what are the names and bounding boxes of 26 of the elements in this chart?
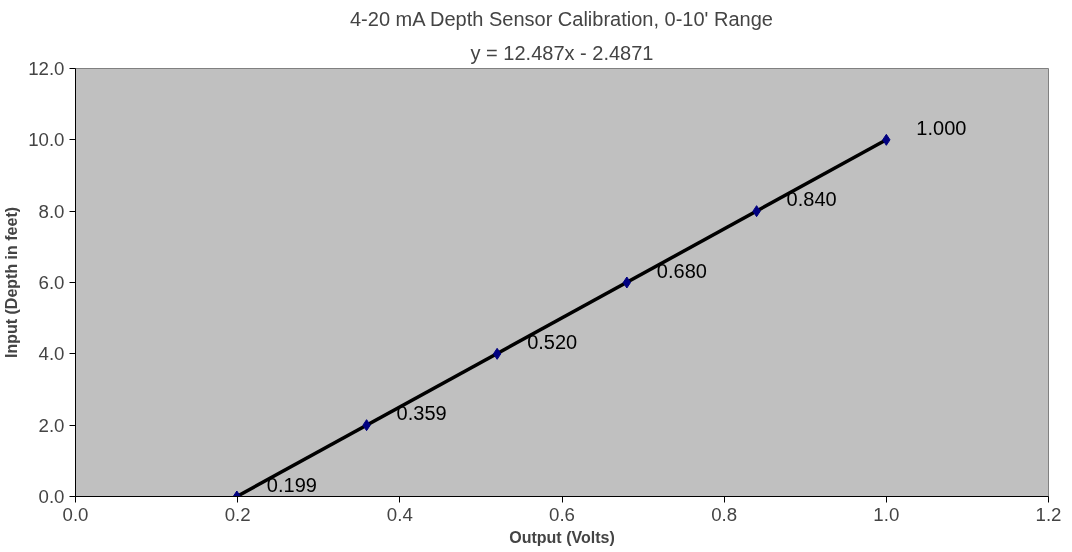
chart-title: 4-20 mA Depth Sensor Calibration, 0-10' Range [349, 7, 773, 30]
y-tick-label: 0.0 [38, 486, 65, 507]
x-tick-label: 0.4 [386, 503, 413, 525]
y-tick-label: 4.0 [38, 343, 65, 365]
x-axis-title: Output (Volts) [509, 528, 615, 546]
annotation: 0.199 [266, 473, 317, 496]
y-axis-title: Input (Depth in feet) [3, 206, 21, 359]
annotation: 1.000 [916, 116, 967, 139]
point [622, 276, 632, 289]
x-tick-label: 0.0 [62, 503, 89, 525]
y-tick-label: 6.0 [38, 272, 65, 293]
point [492, 347, 502, 360]
x-tick-label: 0.2 [224, 503, 251, 525]
annotation: 0.840 [786, 188, 837, 211]
x-tick-label: 1.2 [1035, 503, 1062, 525]
y-tick-label: 2.0 [38, 414, 65, 436]
annotation: 0.359 [396, 402, 447, 425]
annotation: 0.680 [656, 259, 707, 282]
x-tick-label: 1.0 [873, 503, 900, 525]
annotation: 0.520 [527, 330, 578, 353]
y-tick-label: 8.0 [38, 200, 65, 222]
y-tick-label: 12.0 [28, 58, 65, 79]
x-tick-label: 0.8 [711, 503, 738, 525]
y-tick-label: 10.0 [28, 129, 65, 151]
x-tick-label: 0.6 [549, 503, 575, 525]
chart-subtitle: y = 12.487x - 2.4871 [470, 41, 654, 64]
